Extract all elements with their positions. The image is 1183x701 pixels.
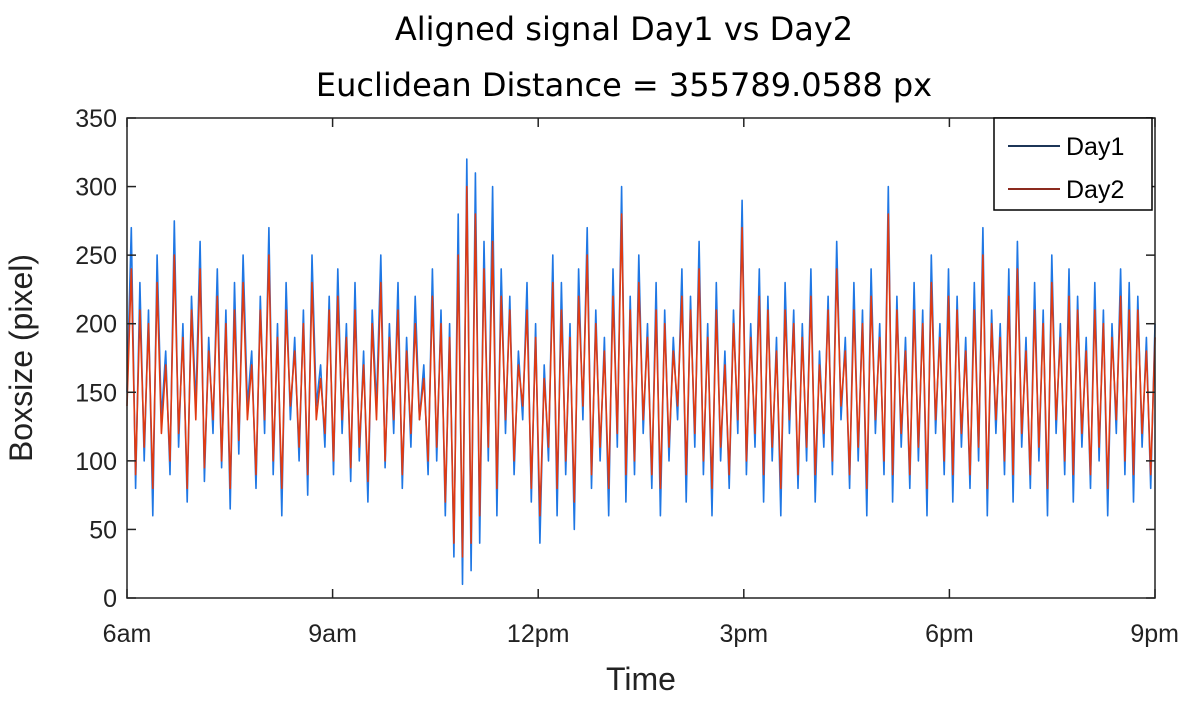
y-tick-label: 350 [75, 105, 117, 133]
y-tick-label: 250 [75, 242, 117, 270]
x-tick-label: 9pm [1130, 620, 1179, 648]
series-line-day2 [126, 185, 1156, 558]
plot-frame [126, 117, 1156, 599]
plot-area [126, 158, 1156, 586]
y-tick-label: 300 [75, 174, 117, 202]
x-tick-label: 6am [103, 620, 152, 648]
x-tick-label: 6pm [925, 620, 974, 648]
legend-label-day1: Day1 [1066, 133, 1124, 161]
x-axis-label: Time [606, 661, 676, 696]
x-tick-label: 12pm [507, 620, 570, 648]
legend: Day1 Day2 [993, 117, 1153, 211]
x-tick-label: 9am [308, 620, 357, 648]
y-tick-label: 200 [75, 311, 117, 339]
y-axis-label: Boxsize (pixel) [3, 254, 39, 462]
chart-title: Aligned signal Day1 vs Day2 [395, 10, 853, 48]
y-tick-label: 150 [75, 379, 117, 407]
y-tick-label: 0 [103, 585, 117, 613]
axes: 0 50 100 150 200 250 300 350 6am 9am 12pm 3pm 6pm 9pm [75, 105, 1179, 648]
chart-subtitle: Euclidean Distance = 355789.0588 px [316, 66, 932, 104]
y-tick-label: 50 [89, 516, 117, 544]
y-tick-label: 100 [75, 448, 117, 476]
x-tick-label: 3pm [719, 620, 768, 648]
legend-label-day2: Day2 [1066, 176, 1124, 204]
legend-box [993, 117, 1153, 211]
